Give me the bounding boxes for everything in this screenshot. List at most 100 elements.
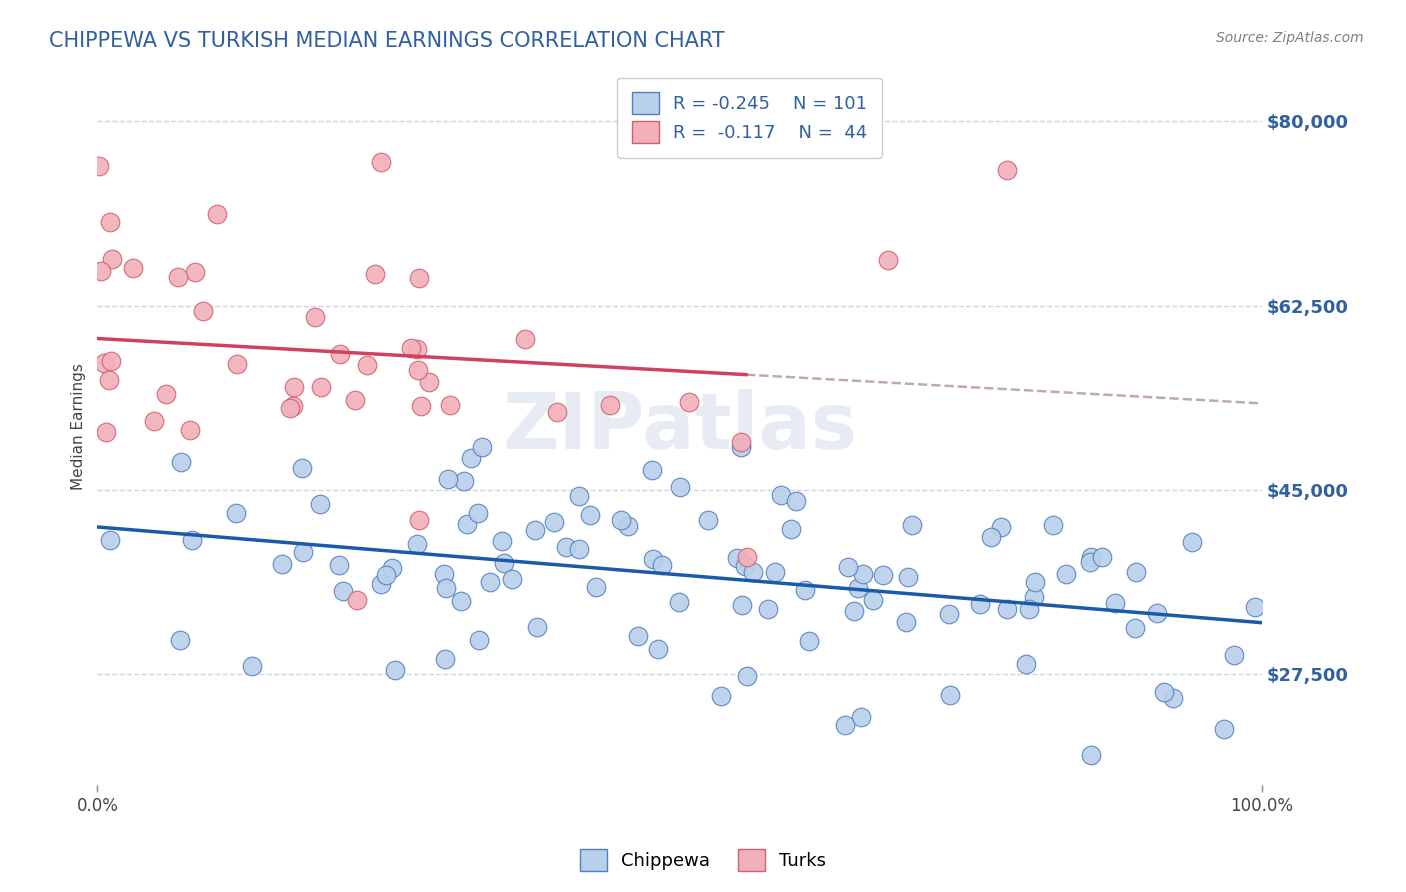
Point xyxy=(896,615,918,629)
Point xyxy=(418,375,440,389)
Point xyxy=(741,565,763,579)
Point xyxy=(142,414,165,428)
Point xyxy=(453,474,475,488)
Point xyxy=(1042,518,1064,533)
Point xyxy=(862,593,884,607)
Point xyxy=(846,582,869,596)
Point xyxy=(730,435,752,450)
Point xyxy=(155,387,177,401)
Point xyxy=(329,347,352,361)
Point xyxy=(399,342,422,356)
Point xyxy=(834,718,856,732)
Point xyxy=(513,332,536,346)
Point xyxy=(678,395,700,409)
Point xyxy=(408,271,430,285)
Point xyxy=(725,551,748,566)
Text: ZIPatlas: ZIPatlas xyxy=(502,389,858,465)
Point xyxy=(344,392,367,407)
Point xyxy=(578,508,600,522)
Point xyxy=(849,710,872,724)
Point xyxy=(641,463,664,477)
Point xyxy=(876,253,898,268)
Point xyxy=(411,400,433,414)
Point xyxy=(1024,574,1046,589)
Point xyxy=(460,450,482,465)
Point xyxy=(842,604,865,618)
Point xyxy=(524,523,547,537)
Point xyxy=(901,517,924,532)
Point xyxy=(1022,590,1045,604)
Point xyxy=(852,567,875,582)
Point xyxy=(1078,555,1101,569)
Point xyxy=(181,533,204,547)
Point xyxy=(433,566,456,581)
Point xyxy=(617,519,640,533)
Point xyxy=(1080,748,1102,763)
Point xyxy=(627,629,650,643)
Point xyxy=(439,398,461,412)
Point xyxy=(730,440,752,454)
Point xyxy=(240,659,263,673)
Point xyxy=(406,363,429,377)
Point xyxy=(169,632,191,647)
Point xyxy=(990,519,1012,533)
Point xyxy=(122,260,145,275)
Point xyxy=(897,570,920,584)
Point xyxy=(328,558,350,573)
Point xyxy=(478,575,501,590)
Point xyxy=(433,651,456,665)
Point xyxy=(98,373,121,387)
Point xyxy=(780,522,803,536)
Point xyxy=(291,460,314,475)
Point xyxy=(184,265,207,279)
Point xyxy=(90,264,112,278)
Point xyxy=(1091,549,1114,564)
Point xyxy=(647,642,669,657)
Point xyxy=(101,252,124,266)
Point xyxy=(651,558,673,573)
Point xyxy=(226,357,249,371)
Point xyxy=(406,343,429,357)
Point xyxy=(370,155,392,169)
Point xyxy=(380,560,402,574)
Point xyxy=(1080,549,1102,564)
Legend: R = -0.245    N = 101, R =  -0.117    N =  44: R = -0.245 N = 101, R = -0.117 N = 44 xyxy=(617,78,882,158)
Point xyxy=(668,594,690,608)
Point xyxy=(270,558,292,572)
Point xyxy=(939,689,962,703)
Point xyxy=(585,580,607,594)
Point xyxy=(384,663,406,677)
Point xyxy=(450,594,472,608)
Point xyxy=(735,668,758,682)
Point xyxy=(170,455,193,469)
Point xyxy=(555,540,578,554)
Point xyxy=(641,552,664,566)
Point xyxy=(997,162,1019,177)
Point xyxy=(191,304,214,318)
Point xyxy=(969,598,991,612)
Point xyxy=(374,567,396,582)
Point xyxy=(346,592,368,607)
Point xyxy=(1181,534,1204,549)
Point xyxy=(1223,648,1246,662)
Point xyxy=(100,354,122,368)
Point xyxy=(491,533,513,548)
Point xyxy=(1015,657,1038,671)
Point xyxy=(278,401,301,416)
Point xyxy=(308,497,330,511)
Point xyxy=(356,359,378,373)
Point xyxy=(309,380,332,394)
Point xyxy=(546,405,568,419)
Point xyxy=(434,581,457,595)
Point xyxy=(1125,566,1147,580)
Point xyxy=(167,270,190,285)
Point xyxy=(467,506,489,520)
Point xyxy=(734,558,756,573)
Point xyxy=(1018,601,1040,615)
Point xyxy=(205,207,228,221)
Point xyxy=(697,512,720,526)
Point xyxy=(98,215,121,229)
Point xyxy=(794,583,817,598)
Point xyxy=(872,567,894,582)
Point xyxy=(1104,596,1126,610)
